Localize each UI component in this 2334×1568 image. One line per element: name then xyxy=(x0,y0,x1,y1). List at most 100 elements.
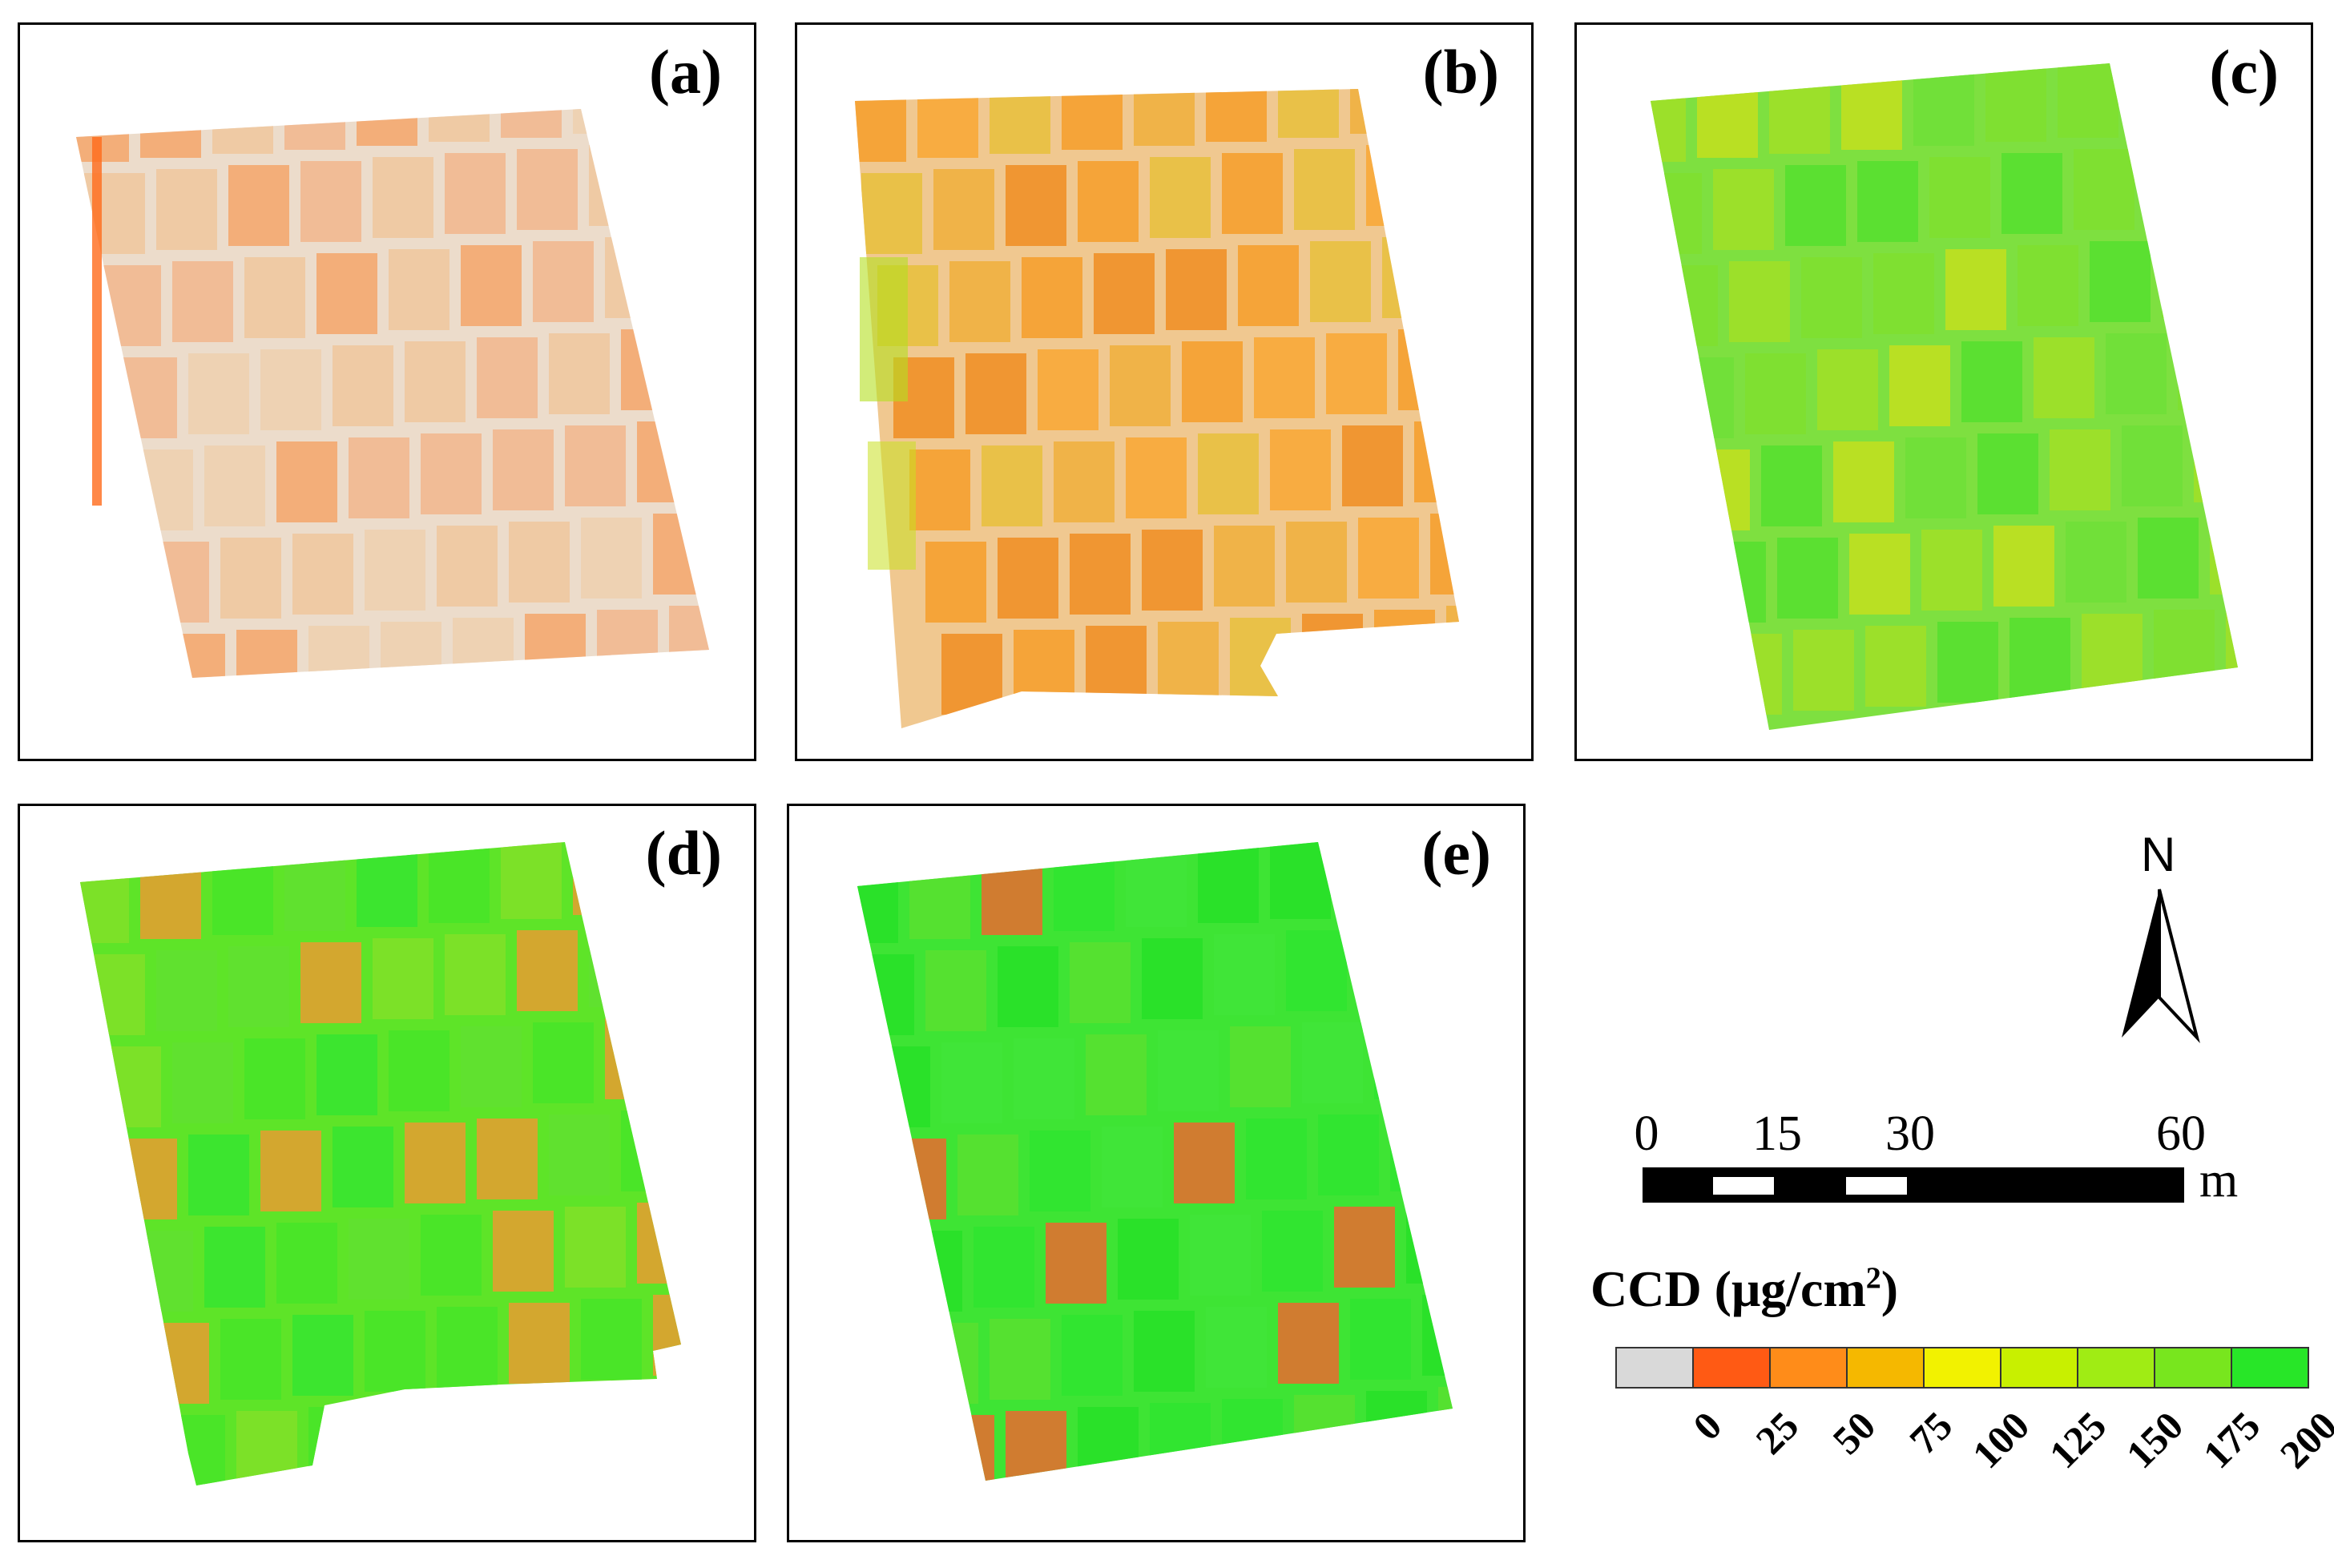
field-plot xyxy=(188,353,249,434)
field-plot xyxy=(957,1135,1018,1215)
field-plot xyxy=(1793,630,1854,711)
field-plot xyxy=(1817,349,1878,430)
field-plot xyxy=(2218,141,2238,222)
field-map-c xyxy=(1651,63,2313,730)
field-plot xyxy=(589,145,650,226)
field-plot xyxy=(357,846,417,927)
field-plot xyxy=(509,522,570,603)
field-plot xyxy=(869,1046,930,1127)
field-plot xyxy=(2266,417,2313,498)
legend-area: N 0 15 30 60 m CCD (μg/cm2) 0 25 50 75 100 12… xyxy=(1570,817,2334,1568)
field-plot xyxy=(573,109,634,134)
field-plot xyxy=(1158,622,1219,703)
field-plot xyxy=(917,89,978,158)
field-plot xyxy=(2130,63,2191,134)
field-plot xyxy=(1318,1115,1379,1195)
field-plot xyxy=(1086,1034,1147,1115)
field-plot xyxy=(1713,169,1774,250)
field-plot xyxy=(1769,73,1830,154)
field-plot xyxy=(974,1227,1034,1308)
field-plot xyxy=(1446,606,1459,687)
field-plot xyxy=(1342,425,1403,506)
field-plot xyxy=(461,1026,522,1107)
field-plot xyxy=(316,1034,377,1115)
map-panel-a: (a) xyxy=(18,22,756,761)
field-plot xyxy=(2226,606,2238,687)
field-plot xyxy=(1206,89,1267,142)
field-plot xyxy=(1214,526,1275,607)
field-plot xyxy=(236,1411,297,1485)
field-plot xyxy=(1929,157,1990,238)
field-plot xyxy=(156,950,217,1031)
panel-label: (c) xyxy=(2209,37,2279,107)
field-plot xyxy=(421,433,482,514)
field-plot xyxy=(1406,1203,1453,1284)
legend-tick-label: 0 xyxy=(1684,1402,1731,1449)
field-plot xyxy=(677,233,709,314)
field-plot xyxy=(389,1030,449,1111)
field-plot xyxy=(605,1018,666,1099)
field-plot xyxy=(132,1231,193,1312)
field-plot xyxy=(1110,345,1171,426)
field-plot xyxy=(1777,538,1838,619)
field-plot xyxy=(1134,89,1195,146)
field-plot xyxy=(1657,265,1718,346)
field-plot xyxy=(857,862,898,943)
field-plot xyxy=(373,938,433,1019)
field-plot xyxy=(1705,542,1766,623)
field-plot xyxy=(1977,433,2038,514)
field-plot xyxy=(982,445,1042,526)
field-plot xyxy=(276,441,337,522)
field-plot xyxy=(212,854,273,935)
field-plot xyxy=(741,602,756,683)
field-plot xyxy=(1334,1207,1395,1288)
field-plot xyxy=(861,173,922,254)
legend-swatch-125-150 xyxy=(2000,1347,2078,1389)
field-plot xyxy=(1470,325,1531,406)
field-plot xyxy=(1054,850,1115,931)
field-plot xyxy=(1486,417,1534,498)
field-plot xyxy=(333,1127,393,1207)
field-plot xyxy=(1430,514,1459,595)
field-plot xyxy=(1366,145,1427,226)
field-plot xyxy=(1054,441,1115,522)
field-plot xyxy=(1038,349,1098,430)
field-plot xyxy=(1430,922,1453,1003)
field-plot xyxy=(517,149,578,230)
field-plot xyxy=(2122,425,2183,506)
field-plot xyxy=(1246,1119,1307,1199)
field-plot xyxy=(1502,510,1534,591)
field-plot xyxy=(461,245,522,326)
field-plot xyxy=(220,538,281,619)
field-plot xyxy=(1494,1291,1526,1372)
field-plot xyxy=(1310,241,1371,322)
field-plot xyxy=(116,1139,177,1219)
field-plot xyxy=(1222,1399,1283,1480)
field-plot xyxy=(1150,157,1211,238)
legend-title: CCD (μg/cm2) xyxy=(1590,1260,1898,1319)
field-plot xyxy=(669,1387,681,1468)
field-plot xyxy=(437,526,498,607)
field-plot xyxy=(1302,614,1363,695)
field-plot xyxy=(501,842,562,919)
legend-swatch->200 xyxy=(2231,1347,2309,1389)
field-plot xyxy=(228,165,289,246)
field-plot xyxy=(1278,89,1339,138)
field-plot xyxy=(2106,333,2167,414)
field-plot xyxy=(998,538,1058,619)
field-plot xyxy=(653,514,709,595)
field-plot xyxy=(1849,534,1910,615)
field-plot xyxy=(156,169,217,250)
scale-tick-15: 15 xyxy=(1752,1106,1802,1161)
field-plot xyxy=(244,1038,305,1119)
field-plot xyxy=(1014,630,1074,711)
field-plot xyxy=(1094,253,1155,334)
field-plot xyxy=(405,1123,466,1203)
field-plot xyxy=(1510,1383,1526,1464)
field-plot xyxy=(1158,1030,1219,1111)
field-plot xyxy=(1697,77,1758,158)
field-plot xyxy=(2009,618,2070,699)
field-plot xyxy=(965,353,1026,434)
field-map-a xyxy=(76,109,756,683)
field-plot xyxy=(1294,149,1355,230)
